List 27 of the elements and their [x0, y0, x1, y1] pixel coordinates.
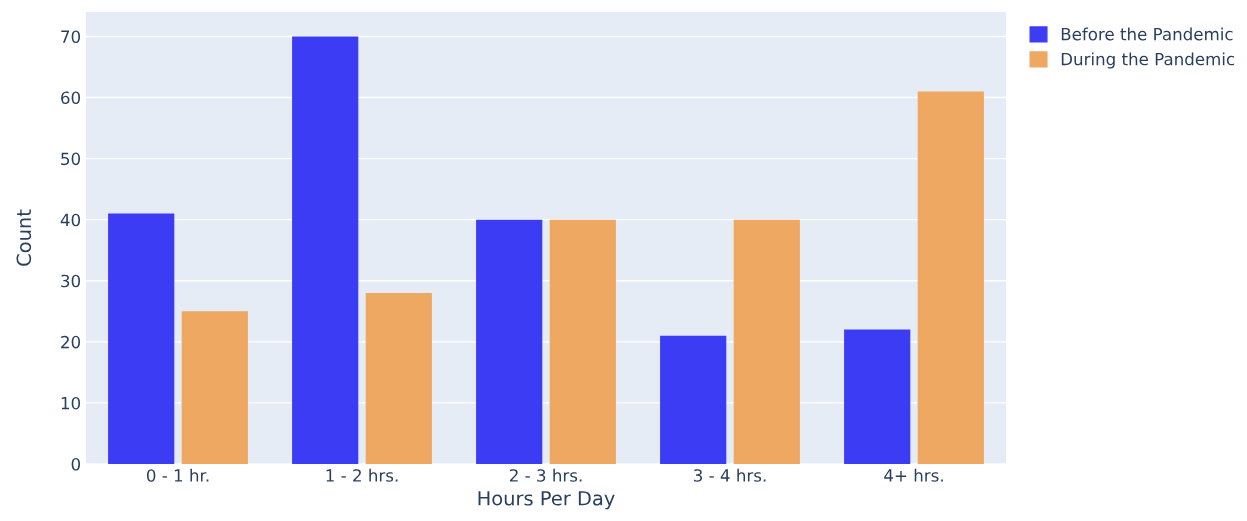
y-tick-label: 20	[61, 335, 81, 349]
x-tick-label: 4+ hrs.	[884, 468, 943, 482]
x-tick-label: 2 - 3 hrs.	[509, 468, 582, 482]
bar	[476, 219, 543, 464]
x-tick-label: 0 - 1 hr.	[146, 468, 209, 482]
legend-label: During the Pandemic	[1061, 52, 1235, 69]
legend-label: Before the Pandemic	[1061, 27, 1233, 41]
bar	[549, 219, 616, 464]
x-tick-label: 3 - 4 hrs.	[694, 468, 766, 482]
bar	[108, 213, 175, 464]
bar	[181, 311, 248, 464]
bar	[292, 36, 359, 464]
x-tick-label: 1 - 2 hrs.	[326, 468, 398, 482]
y-tick-label: 50	[61, 152, 81, 166]
bar	[365, 292, 432, 464]
bar	[844, 329, 911, 464]
x-axis-title: Hours Per Day	[478, 491, 615, 510]
bar	[733, 219, 800, 464]
bar	[660, 335, 727, 464]
y-tick-label: 10	[61, 396, 81, 410]
bar	[917, 91, 984, 464]
y-tick-label: 30	[61, 274, 81, 288]
y-tick-label: 40	[60, 213, 81, 227]
y-tick-label: 0	[71, 457, 81, 471]
y-tick-label: 60	[61, 91, 81, 105]
y-axis-title: Count	[16, 209, 32, 266]
y-tick-label: 70	[61, 30, 81, 43]
